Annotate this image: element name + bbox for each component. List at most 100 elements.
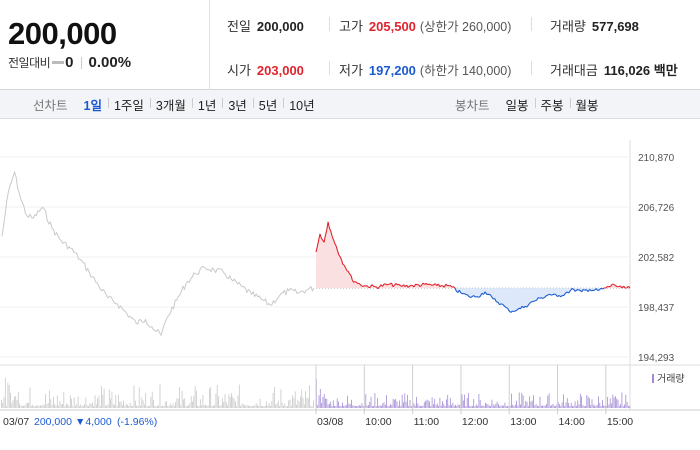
volume-bar	[339, 406, 341, 408]
volume-bar	[438, 405, 439, 408]
volume-bar	[332, 400, 334, 408]
volume-bar	[229, 396, 231, 408]
volume-bar	[75, 406, 76, 408]
volume-bar	[334, 405, 335, 408]
volume-bar	[137, 405, 139, 408]
y-tick-label: 194,293	[638, 353, 675, 364]
volume-bar	[465, 406, 467, 408]
volume-bar	[222, 398, 223, 408]
prev-day-change: ▼4,000	[75, 416, 112, 428]
volume-bar	[579, 393, 581, 408]
volume-bar	[313, 400, 314, 408]
tab-3months[interactable]: 3개월	[149, 95, 192, 114]
volume-bar	[306, 397, 308, 408]
volume-bar	[114, 404, 115, 408]
volume-bar	[421, 406, 423, 408]
tab-daily-candle[interactable]: 일봉	[505, 99, 529, 113]
volume-bar	[280, 389, 282, 408]
volume-bar	[568, 403, 569, 408]
line-chart-tabs: 선차트 1일 1주일 3개월 1년 3년 5년 10년	[33, 90, 321, 119]
volume-bar	[128, 406, 130, 408]
volume-bar	[28, 402, 30, 408]
volume-bar	[569, 406, 571, 408]
volume-bar	[228, 394, 230, 408]
volume-bar	[582, 404, 584, 408]
volume-bar	[188, 405, 189, 408]
volume-bar	[495, 403, 497, 408]
tab-3years[interactable]: 3년	[222, 95, 252, 114]
volume-bar	[382, 403, 384, 408]
volume-bar	[330, 401, 332, 408]
volume-bar	[58, 405, 59, 408]
stat-sub: (상한가 260,000)	[419, 20, 512, 34]
volume-bar	[522, 395, 524, 408]
volume-bar	[189, 403, 191, 408]
volume-bar	[237, 395, 239, 408]
volume-bar	[207, 405, 209, 408]
volume-bar	[494, 405, 495, 408]
tab-1day[interactable]: 1일	[83, 99, 102, 113]
volume-bar	[186, 406, 188, 408]
volume-bar	[391, 405, 393, 408]
volume-bar	[21, 405, 23, 408]
volume-bar	[439, 397, 441, 408]
volume-bar	[598, 396, 599, 408]
volume-bar	[559, 404, 560, 408]
volume-bar	[233, 398, 235, 408]
volume-bar	[193, 395, 195, 408]
change-row: 전일대비 0 0.00%	[8, 54, 131, 71]
tab-weekly-candle[interactable]: 주봉	[534, 95, 570, 114]
volume-bar	[538, 406, 540, 408]
stat-high: 고가 205,500 (상한가 260,000)	[339, 16, 511, 35]
volume-bar	[172, 403, 174, 408]
volume-bar	[279, 405, 280, 408]
volume-bar	[451, 404, 452, 408]
volume-bar	[181, 390, 183, 408]
tab-monthly-candle[interactable]: 월봉	[569, 95, 605, 114]
volume-bar	[33, 406, 35, 408]
tab-5years[interactable]: 5년	[252, 95, 283, 114]
volume-bar	[288, 400, 290, 408]
volume-bar	[131, 405, 132, 408]
volume-bar	[111, 391, 113, 408]
volume-bar	[245, 405, 247, 408]
volume-bar	[297, 399, 299, 408]
tab-1year[interactable]: 1년	[191, 95, 222, 114]
volume-bar	[577, 400, 579, 408]
volume-bar	[377, 398, 378, 408]
volume-bar	[177, 398, 179, 408]
volume-bar	[209, 388, 210, 408]
volume-bar	[609, 398, 611, 408]
volume-bar	[616, 398, 618, 408]
volume-bar	[546, 404, 547, 408]
volume-bar	[425, 401, 426, 408]
tab-10years[interactable]: 10년	[283, 95, 320, 114]
volume-bar	[557, 402, 559, 408]
volume-bar	[397, 406, 399, 408]
volume-bar	[133, 385, 135, 408]
volume-bar	[578, 404, 580, 408]
tab-1week[interactable]: 1주일	[107, 95, 150, 114]
volume-bar	[499, 405, 501, 408]
volume-bar	[592, 404, 594, 408]
volume-bar	[587, 396, 589, 408]
x-tick-label: 12:00	[462, 416, 488, 428]
volume-bar	[585, 406, 586, 408]
stat-volume: 거래량 577,698	[550, 16, 639, 35]
volume-bar	[108, 389, 110, 408]
volume-bar	[583, 406, 585, 408]
volume-bar	[442, 401, 443, 408]
volume-bar	[547, 395, 549, 408]
volume-bar	[38, 406, 40, 408]
stat-value: 203,000	[256, 63, 304, 78]
volume-bar	[422, 405, 424, 408]
x-tick-label: 13:00	[510, 416, 536, 428]
prev-day-date: 03/07	[3, 416, 29, 428]
volume-bar	[123, 400, 124, 408]
volume-bar	[426, 399, 428, 408]
volume-bar	[261, 405, 262, 408]
prev-day-info: 03/07 200,000 ▼4,000 (-1.96%)	[3, 416, 157, 428]
volume-bar	[595, 405, 597, 408]
volume-bar	[612, 394, 614, 408]
volume-bar	[25, 403, 27, 408]
